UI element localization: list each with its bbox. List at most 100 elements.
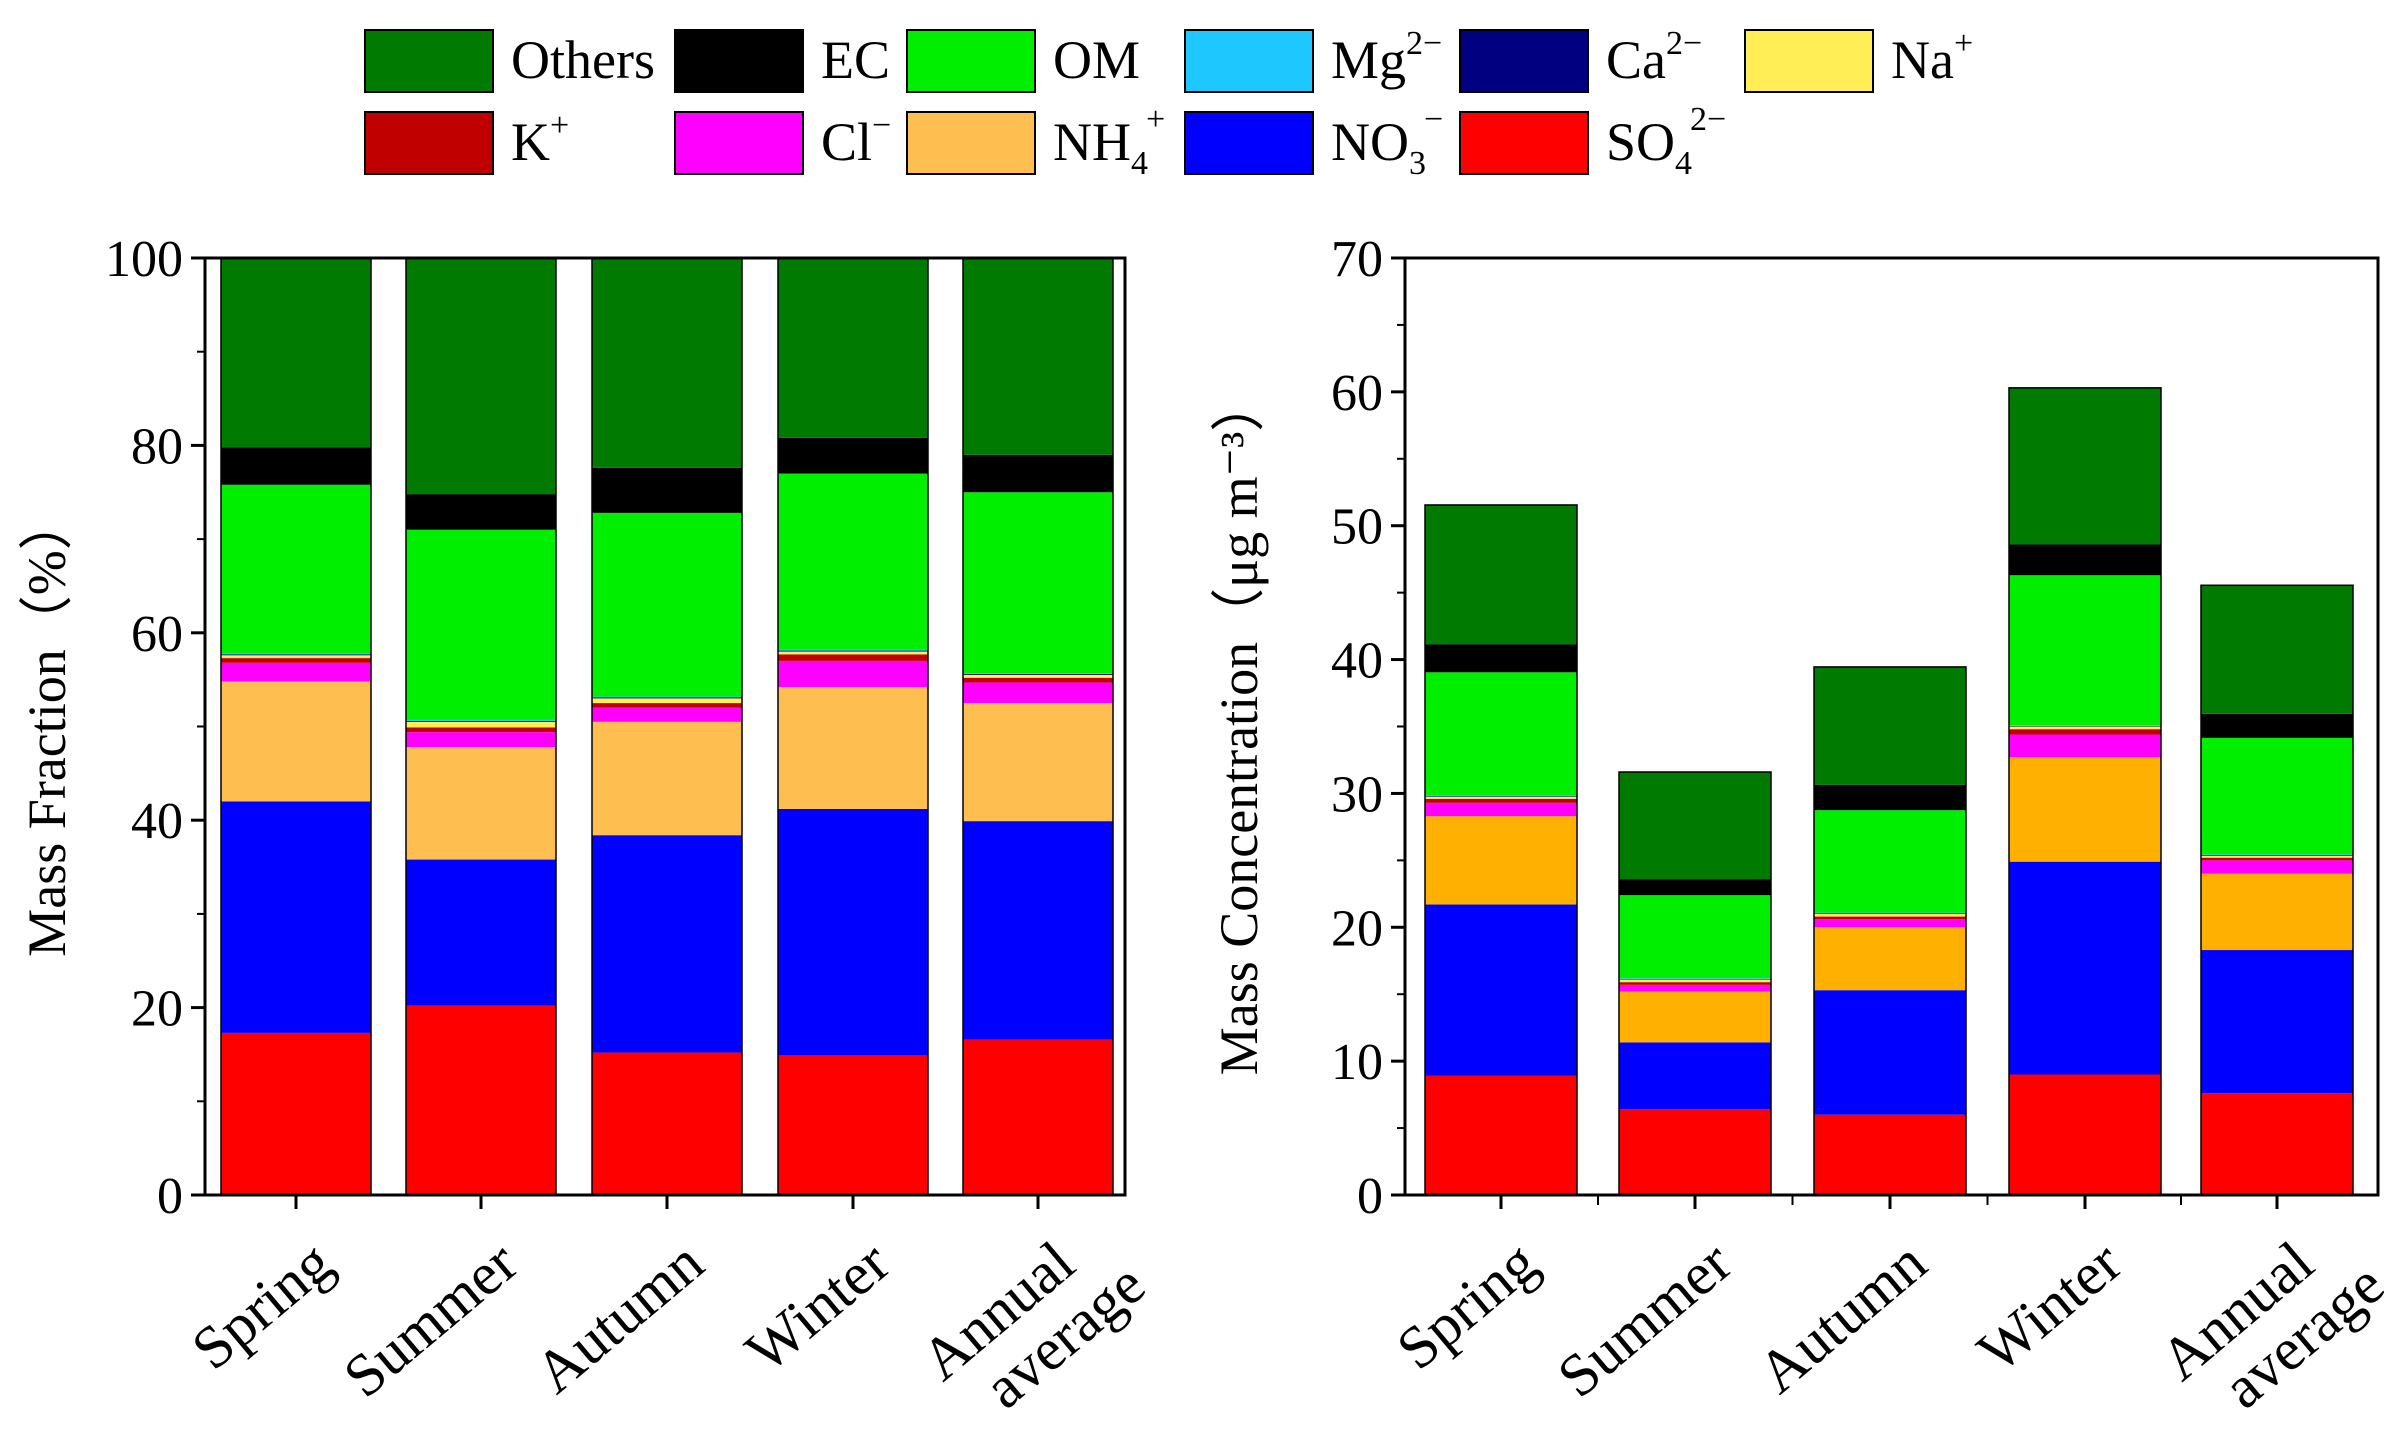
right-bar-summer-na — [1619, 979, 1771, 983]
left-bar-annual-average-cl — [963, 682, 1113, 704]
right-bar-summer-no3 — [1619, 1042, 1771, 1110]
legend-label-mg: Mg2− — [1331, 25, 1442, 90]
right-bar-autumn-no3 — [1814, 990, 1966, 1115]
left-bar-winter-ec — [778, 437, 928, 474]
right-bar-spring-ec — [1425, 644, 1577, 673]
right-bar-spring-so4 — [1425, 1075, 1577, 1195]
left-ytick-label: 80 — [131, 418, 183, 475]
left-bar-summer-nh4 — [406, 747, 556, 860]
right-bar-spring-no3 — [1425, 904, 1577, 1076]
right-bar-spring-om — [1425, 672, 1577, 796]
right-bar-summer-mg — [1619, 978, 1771, 979]
right-bar-autumn-k — [1814, 916, 1966, 920]
right-bar-spring-na — [1425, 796, 1577, 799]
right-ytick-label: 60 — [1331, 365, 1383, 422]
left-bar-autumn-ec — [592, 467, 742, 513]
right-bar-spring-mg — [1425, 795, 1577, 797]
right-bar-spring-others — [1425, 504, 1577, 645]
left-bar-summer-so4 — [406, 1005, 556, 1195]
left-ytick-label: 0 — [157, 1168, 183, 1225]
legend-label-no3: NO3− — [1331, 101, 1443, 182]
left-bar-summer-k — [406, 727, 556, 733]
right-ytick-label: 10 — [1331, 1034, 1383, 1091]
left-bar-annual-average-nh4 — [963, 703, 1113, 822]
right-bar-summer-om — [1619, 895, 1771, 979]
right-bar-summer-ec — [1619, 879, 1771, 896]
right-bar-autumn-nh4 — [1814, 927, 1966, 991]
right-bar-spring-ca — [1425, 796, 1577, 797]
right-y-axis-title: Mass Concentration（μg m⁻³） — [1209, 378, 1269, 1076]
left-xtick-label-winter: Winter — [733, 1229, 901, 1385]
left-bar-summer-na — [406, 721, 556, 728]
legend-swatch-mg — [1184, 29, 1314, 93]
right-bar-annual-average-so4 — [2201, 1093, 2353, 1195]
right-bar-autumn-om — [1814, 810, 1966, 913]
legend-swatch-others — [364, 29, 494, 93]
left-bar-annual-average-ca — [963, 674, 1113, 675]
right-bar-summer-k — [1619, 982, 1771, 985]
right-bar-summer-so4 — [1619, 1109, 1771, 1195]
right-bar-winter-mg — [2009, 725, 2161, 726]
left-bar-spring-no3 — [221, 801, 371, 1033]
right-bar-annual-average-mg — [2201, 854, 2353, 856]
left-bar-autumn-nh4 — [592, 721, 742, 836]
left-category-label-line: Summer — [331, 1229, 529, 1410]
legend-swatch-nh4 — [906, 111, 1036, 175]
left-xtick-label-summer: Summer — [331, 1229, 529, 1410]
right-bar-winter-na — [2009, 726, 2161, 730]
right-ytick-label: 30 — [1331, 766, 1383, 823]
right-bar-summer-ca — [1619, 978, 1771, 980]
right-bar-winter-ca — [2009, 725, 2161, 727]
right-bar-autumn-so4 — [1814, 1114, 1966, 1195]
right-category-label-line: Spring — [1384, 1229, 1549, 1382]
left-ytick-label: 60 — [131, 606, 183, 663]
legend-swatch-cl — [674, 111, 804, 175]
right-bar-autumn-ca — [1814, 913, 1966, 914]
right-bars — [1424, 387, 2354, 1196]
right-xtick-label-winter: Winter — [1965, 1229, 2133, 1385]
left-bar-spring-others — [221, 258, 371, 448]
left-category-label-line: Spring — [179, 1229, 344, 1382]
right-bar-winter-nh4 — [2009, 757, 2161, 862]
left-bar-spring-so4 — [221, 1032, 371, 1195]
left-bar-spring-ec — [221, 447, 371, 485]
right-bar-annual-average-na — [2201, 855, 2353, 858]
left-bar-summer-ca — [406, 720, 556, 722]
left-bar-winter-ca — [778, 650, 928, 652]
right-category-label-line: Winter — [1965, 1229, 2133, 1385]
right-bar-autumn-na — [1814, 913, 1966, 917]
legend-label-ca: Ca2− — [1606, 25, 1702, 90]
left-bars — [220, 257, 1114, 1196]
left-bar-spring-ca — [221, 654, 371, 656]
right-bar-winter-ec — [2009, 544, 2161, 576]
right-bar-summer-others — [1619, 772, 1771, 880]
left-bar-spring-nh4 — [221, 681, 371, 802]
left-bar-spring-cl — [221, 662, 371, 682]
left-ytick-label: 20 — [131, 981, 183, 1038]
left-bar-autumn-om — [592, 512, 742, 697]
left-bar-autumn-na — [592, 698, 742, 704]
left-bar-autumn-no3 — [592, 835, 742, 1053]
left-bar-winter-om — [778, 473, 928, 650]
left-bar-summer-ec — [406, 494, 556, 530]
right-bar-winter-others — [2009, 387, 2161, 545]
right-ytick-label: 40 — [1331, 633, 1383, 690]
right-bar-annual-average-others — [2201, 585, 2353, 714]
left-bar-summer-om — [406, 529, 556, 720]
left-bar-spring-na — [221, 655, 371, 659]
left-bar-spring-k — [221, 658, 371, 663]
left-bar-annual-average-om — [963, 492, 1113, 674]
left-y-axis-title: Mass Fraction（%） — [17, 496, 77, 956]
left-bar-winter-cl — [778, 660, 928, 688]
left-bar-summer-others — [406, 258, 556, 495]
legend-label-k: K+ — [511, 107, 569, 172]
right-category-label-line: Autumn — [1745, 1229, 1938, 1406]
right-bar-summer-nh4 — [1619, 991, 1771, 1043]
left-bar-winter-nh4 — [778, 687, 928, 809]
legend-label-so4: SO42− — [1606, 101, 1726, 182]
left-bar-autumn-cl — [592, 707, 742, 722]
right-bar-annual-average-nh4 — [2201, 873, 2353, 951]
right-bar-annual-average-om — [2201, 737, 2353, 855]
